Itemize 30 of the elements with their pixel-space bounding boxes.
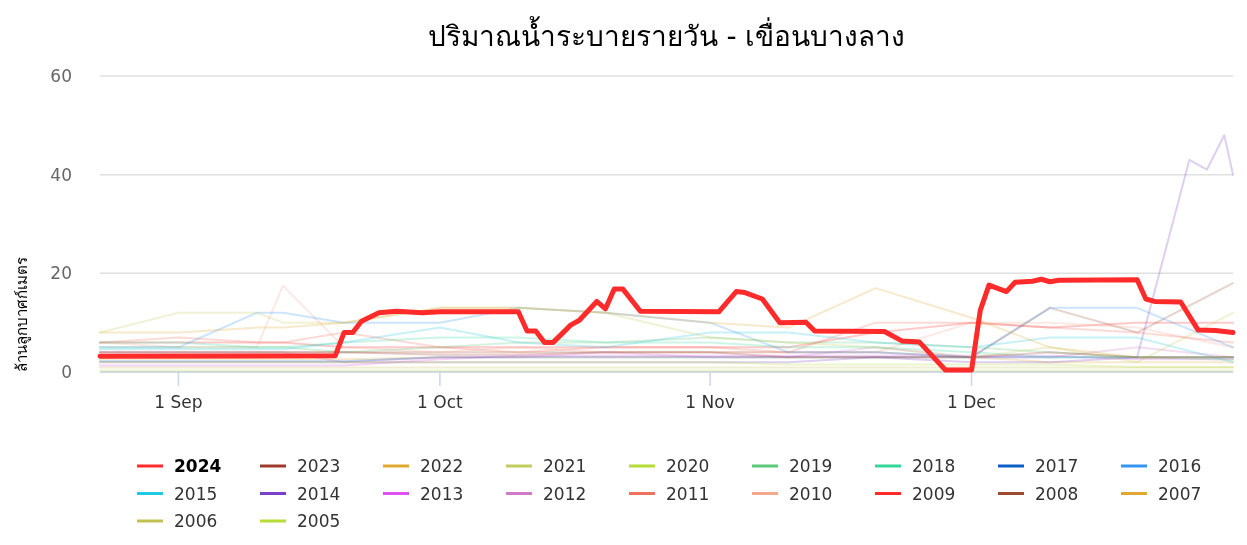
legend-label: 2019 bbox=[789, 456, 833, 476]
legend-label: 2023 bbox=[297, 456, 341, 476]
legend-label: 2017 bbox=[1035, 456, 1079, 476]
legend-label: 2008 bbox=[1035, 483, 1079, 504]
legend-label: 2014 bbox=[297, 483, 341, 504]
y-tick-label: 0 bbox=[61, 362, 72, 382]
legend-label: 2011 bbox=[666, 483, 710, 504]
legend-label: 2024 bbox=[174, 456, 222, 476]
legend-label: 2018 bbox=[912, 456, 956, 476]
x-tick-label: 1 Nov bbox=[685, 392, 735, 412]
legend-label: 2020 bbox=[666, 456, 710, 476]
legend-label: 2022 bbox=[420, 456, 464, 476]
legend-label: 2015 bbox=[174, 483, 218, 504]
legend-label: 2009 bbox=[912, 483, 956, 504]
y-axis-title: ล้านลูกบาศก์เมตร bbox=[13, 256, 31, 372]
x-tick-label: 1 Dec bbox=[946, 392, 997, 412]
legend-label: 2021 bbox=[543, 456, 587, 476]
legend-label: 2012 bbox=[543, 483, 587, 504]
y-tick-label: 20 bbox=[50, 263, 72, 284]
legend-label: 2006 bbox=[174, 511, 218, 531]
y-tick-label: 40 bbox=[50, 164, 72, 185]
legend-label: 2013 bbox=[420, 483, 464, 504]
legend-label: 2010 bbox=[789, 483, 833, 504]
chart-title: ปริมาณน้ำระบายรายวัน - เขื่อนบางลาง bbox=[427, 16, 906, 53]
legend-label: 2016 bbox=[1158, 456, 1202, 476]
legend-label: 2005 bbox=[297, 511, 341, 531]
x-tick-label: 1 Oct bbox=[417, 392, 464, 412]
legend-label: 2007 bbox=[1158, 483, 1202, 504]
y-tick-label: 60 bbox=[50, 66, 72, 86]
x-tick-label: 1 Sep bbox=[154, 392, 203, 412]
